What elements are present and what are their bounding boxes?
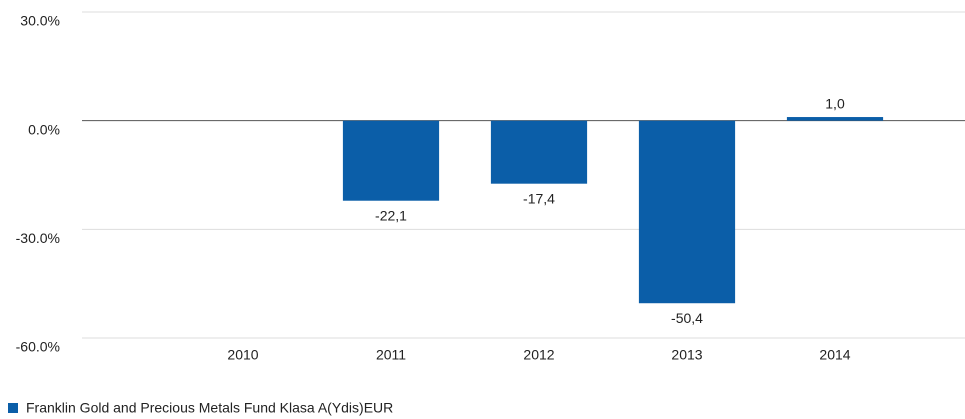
x-tick-label: 2013 [671, 347, 702, 363]
bar [490, 120, 588, 184]
data-label: 1,0 [825, 96, 845, 112]
x-tick-label: 2010 [227, 347, 258, 363]
bar [638, 120, 736, 304]
bar [342, 120, 440, 201]
bar [786, 117, 884, 121]
y-tick-label: 0.0% [28, 121, 60, 137]
x-tick-label: 2011 [376, 347, 406, 363]
data-label: -50,4 [671, 310, 703, 326]
legend-swatch [8, 403, 18, 413]
x-tick-label: 2012 [523, 347, 554, 363]
data-label: -22,1 [375, 207, 407, 223]
y-tick-label: -60.0% [16, 339, 60, 355]
y-tick-label: 30.0% [20, 13, 60, 29]
data-label: -17,4 [523, 190, 555, 206]
legend-label: Franklin Gold and Precious Metals Fund K… [26, 400, 393, 416]
y-tick-label: -30.0% [16, 230, 60, 246]
x-tick-label: 2014 [819, 347, 850, 363]
